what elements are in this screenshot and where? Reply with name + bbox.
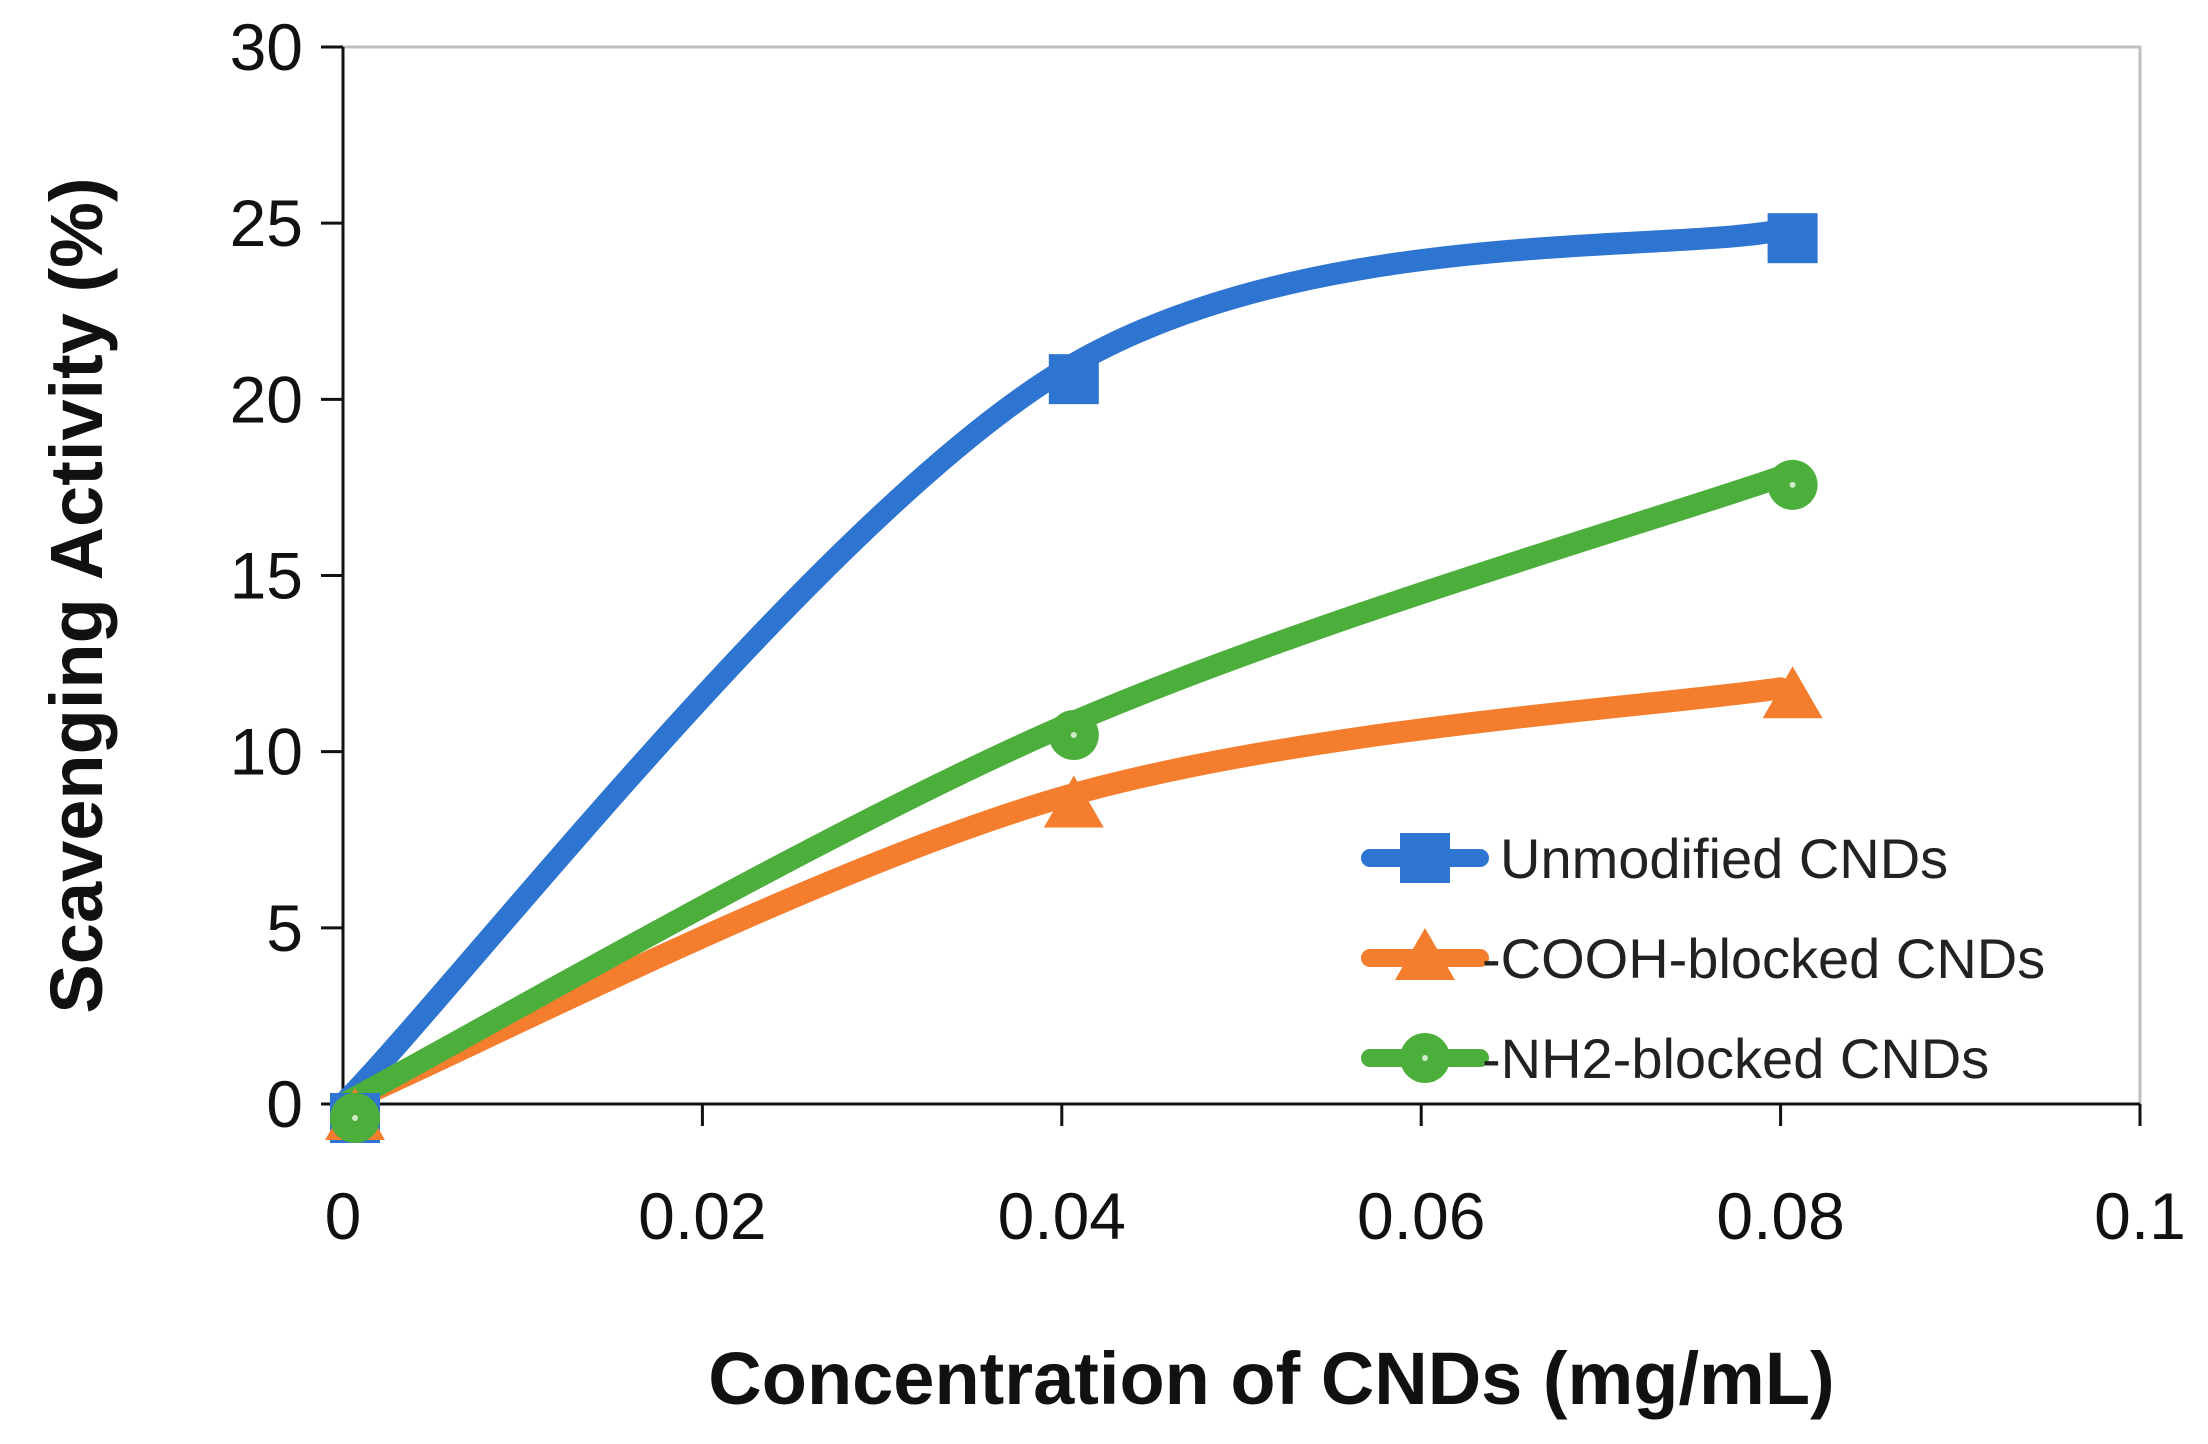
marker-circle-dot (1422, 1055, 1428, 1061)
legend-marker (1400, 833, 1450, 883)
legend-label: Unmodified CNDs (1500, 827, 1948, 890)
axes: 0 5 10 15 20 25 30 0 0.02 0.04 0.06 0.08 0.1 (230, 10, 2186, 1253)
y-tick-label: 20 (230, 362, 303, 436)
y-tick-label: 10 (230, 715, 303, 789)
data-point (1043, 775, 1104, 828)
data-point (330, 1093, 380, 1143)
x-tick-label: 0.08 (1716, 1179, 1844, 1253)
y-tick-label: 25 (230, 186, 303, 260)
legend: Unmodified CNDs -COOH-blocked CNDs -NH2-bl… (1330, 784, 2045, 1090)
x-axis-title: Concentration of CNDs (mg/mL) (708, 1337, 1834, 1420)
legend-label: -NH2-blocked CNDs (1482, 1027, 1989, 1090)
x-tick-label: 0.06 (1357, 1179, 1485, 1253)
legend-item: -NH2-blocked CNDs (1361, 1027, 1989, 1090)
markers-layer (325, 213, 1823, 1143)
data-point (1048, 710, 1099, 761)
legend-marker (1395, 928, 1455, 980)
x-tick-label: 0.04 (998, 1179, 1126, 1253)
y-tick-label: 5 (266, 891, 303, 965)
series-line-0 (332, 219, 1792, 1115)
x-tick-label: 0.02 (638, 1179, 766, 1253)
x-tick-label: 0.1 (2094, 1179, 2186, 1253)
marker-circle-dot (1789, 481, 1796, 488)
legend-label: -COOH-blocked CNDs (1482, 927, 2045, 990)
y-axis-title: Scavenging Activity (%) (35, 177, 118, 1013)
y-tick-label: 15 (230, 539, 303, 613)
x-tick-label: 0 (325, 1179, 362, 1253)
data-point (1767, 213, 1818, 264)
data-point (1762, 666, 1823, 719)
y-tick-label: 30 (230, 10, 303, 84)
legend-marker (1400, 1033, 1450, 1083)
marker-circle-dot (1070, 732, 1077, 739)
legend-item: Unmodified CNDs (1361, 827, 1948, 890)
data-point (1048, 354, 1099, 405)
data-point (1767, 459, 1818, 510)
y-tick-label: 0 (266, 1067, 303, 1141)
marker-circle-dot (352, 1115, 358, 1121)
legend-item: -COOH-blocked CNDs (1361, 927, 2045, 990)
